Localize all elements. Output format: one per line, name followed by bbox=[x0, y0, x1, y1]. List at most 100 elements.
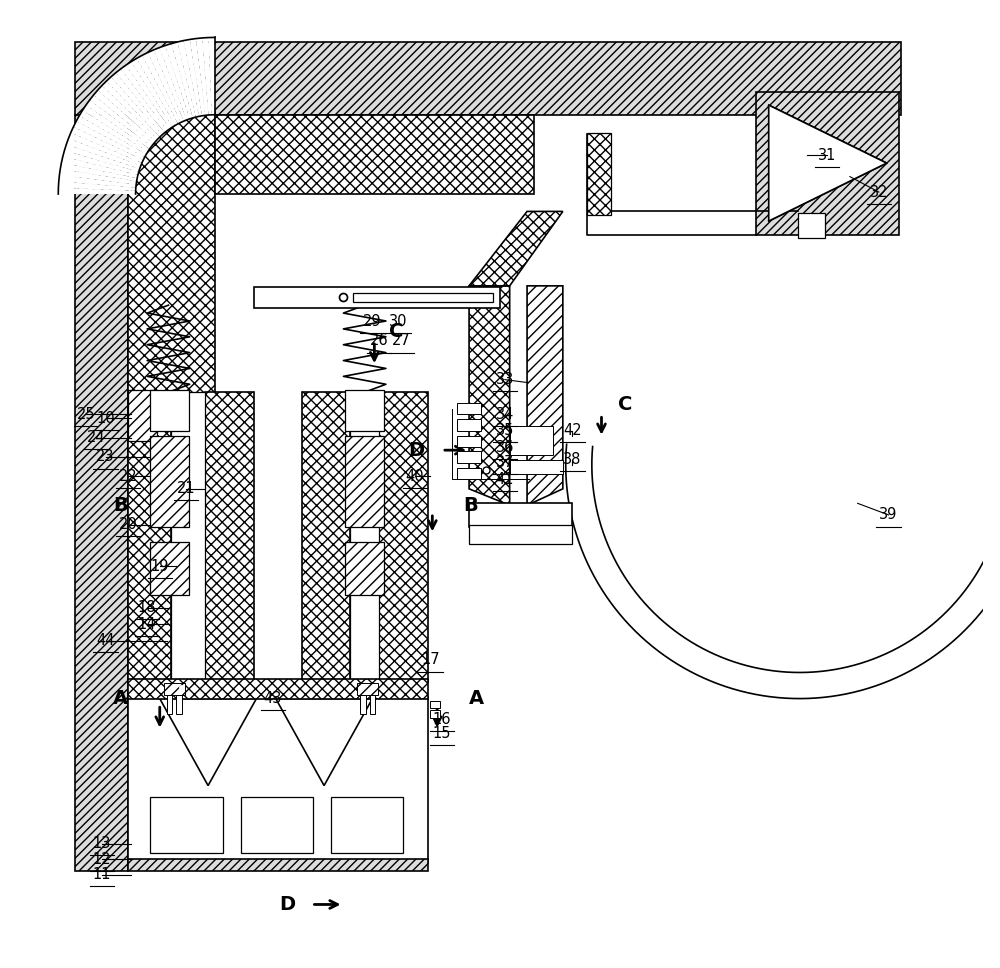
Polygon shape bbox=[61, 157, 138, 178]
Bar bbox=[205, 392, 254, 682]
Polygon shape bbox=[209, 38, 215, 115]
Polygon shape bbox=[106, 76, 162, 136]
Bar bbox=[510, 426, 553, 455]
Polygon shape bbox=[165, 44, 193, 119]
Text: B: B bbox=[113, 496, 128, 515]
Bar bbox=[128, 390, 157, 440]
Text: 15: 15 bbox=[433, 726, 451, 741]
Text: D: D bbox=[408, 440, 425, 460]
Text: 43: 43 bbox=[264, 691, 282, 706]
Text: 29: 29 bbox=[363, 314, 382, 329]
Polygon shape bbox=[66, 138, 141, 169]
Text: 26: 26 bbox=[370, 333, 388, 348]
Polygon shape bbox=[60, 163, 137, 181]
Text: 32: 32 bbox=[870, 185, 888, 199]
Bar bbox=[254, 287, 500, 308]
Text: 33: 33 bbox=[496, 372, 514, 387]
Polygon shape bbox=[73, 121, 145, 160]
Bar bbox=[357, 683, 378, 695]
Bar bbox=[345, 542, 384, 595]
Bar bbox=[128, 697, 428, 862]
Bar bbox=[469, 525, 572, 544]
Text: A: A bbox=[469, 689, 484, 708]
Polygon shape bbox=[160, 699, 256, 786]
Polygon shape bbox=[196, 38, 208, 115]
Polygon shape bbox=[469, 286, 510, 505]
Text: 41: 41 bbox=[496, 471, 514, 487]
Polygon shape bbox=[83, 106, 150, 152]
Polygon shape bbox=[111, 73, 165, 135]
Text: D: D bbox=[279, 895, 295, 914]
Bar bbox=[510, 460, 563, 474]
Bar bbox=[798, 213, 825, 237]
Polygon shape bbox=[102, 81, 160, 139]
Bar bbox=[171, 392, 205, 682]
Bar bbox=[430, 711, 440, 718]
Bar bbox=[587, 134, 611, 215]
Polygon shape bbox=[79, 110, 148, 154]
Text: 10: 10 bbox=[96, 410, 115, 426]
Text: 44: 44 bbox=[96, 633, 115, 649]
Polygon shape bbox=[121, 65, 170, 131]
Polygon shape bbox=[58, 181, 136, 191]
Polygon shape bbox=[276, 699, 372, 786]
Polygon shape bbox=[68, 133, 142, 166]
Text: 34: 34 bbox=[496, 407, 514, 422]
Polygon shape bbox=[126, 62, 172, 129]
Text: 16: 16 bbox=[433, 712, 451, 727]
Bar bbox=[353, 292, 493, 302]
Bar bbox=[167, 695, 172, 714]
Bar bbox=[150, 390, 189, 431]
Text: 19: 19 bbox=[151, 559, 169, 574]
Polygon shape bbox=[527, 286, 563, 505]
Polygon shape bbox=[137, 55, 178, 126]
Text: 12: 12 bbox=[92, 852, 111, 866]
Text: 20: 20 bbox=[118, 517, 137, 532]
Text: 21: 21 bbox=[177, 481, 195, 497]
Bar bbox=[302, 392, 350, 682]
Text: 22: 22 bbox=[118, 469, 137, 484]
Bar bbox=[469, 503, 572, 528]
Bar bbox=[345, 390, 384, 431]
Text: 18: 18 bbox=[138, 600, 156, 616]
Bar bbox=[128, 680, 428, 699]
Bar bbox=[150, 798, 223, 853]
Polygon shape bbox=[90, 95, 153, 146]
Bar bbox=[457, 419, 481, 431]
Text: 27: 27 bbox=[392, 333, 411, 348]
Polygon shape bbox=[64, 144, 140, 172]
Text: 36: 36 bbox=[496, 439, 514, 455]
Bar bbox=[215, 115, 534, 194]
Bar bbox=[457, 468, 481, 479]
Bar bbox=[164, 683, 185, 695]
Text: A: A bbox=[113, 689, 128, 708]
Bar bbox=[241, 798, 313, 853]
Text: 24: 24 bbox=[87, 430, 105, 445]
Text: 31: 31 bbox=[818, 148, 836, 163]
Bar bbox=[75, 43, 901, 115]
Bar bbox=[457, 436, 481, 447]
Polygon shape bbox=[769, 106, 887, 221]
Polygon shape bbox=[59, 168, 137, 185]
Polygon shape bbox=[63, 150, 139, 175]
Text: 35: 35 bbox=[496, 423, 514, 439]
Text: B: B bbox=[463, 496, 478, 515]
Text: 17: 17 bbox=[421, 652, 440, 667]
Bar bbox=[457, 451, 481, 463]
Text: C: C bbox=[389, 321, 403, 341]
Polygon shape bbox=[142, 52, 181, 124]
Bar bbox=[430, 701, 440, 709]
Polygon shape bbox=[131, 58, 175, 127]
Bar bbox=[331, 798, 403, 853]
Bar bbox=[128, 859, 428, 870]
Text: 39: 39 bbox=[879, 507, 898, 523]
Bar bbox=[756, 92, 899, 234]
Bar bbox=[176, 695, 182, 714]
Polygon shape bbox=[153, 47, 187, 121]
Text: 30: 30 bbox=[389, 314, 408, 329]
Bar bbox=[345, 436, 384, 528]
Polygon shape bbox=[190, 39, 205, 116]
Text: 11: 11 bbox=[93, 867, 111, 882]
Bar bbox=[128, 112, 215, 411]
Polygon shape bbox=[86, 100, 151, 149]
